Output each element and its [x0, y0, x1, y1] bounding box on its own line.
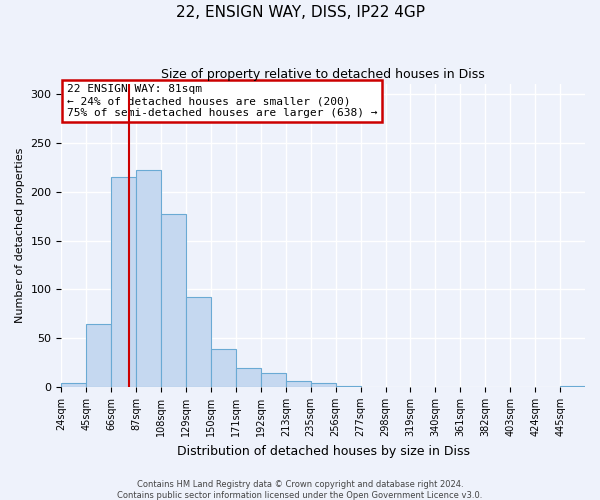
Y-axis label: Number of detached properties: Number of detached properties: [15, 148, 25, 324]
Bar: [111, 177, 136, 387]
Bar: [211, 349, 236, 387]
Text: 22 ENSIGN WAY: 81sqm
← 24% of detached houses are smaller (200)
75% of semi-deta: 22 ENSIGN WAY: 81sqm ← 24% of detached h…: [67, 84, 377, 117]
Bar: [161, 214, 186, 387]
Bar: [61, 383, 86, 387]
Bar: [335, 386, 361, 387]
Bar: [86, 324, 111, 387]
Bar: [261, 374, 286, 387]
Bar: [560, 386, 585, 387]
Bar: [286, 381, 311, 387]
Bar: [311, 383, 335, 387]
X-axis label: Distribution of detached houses by size in Diss: Distribution of detached houses by size …: [177, 444, 470, 458]
Text: 22, ENSIGN WAY, DISS, IP22 4GP: 22, ENSIGN WAY, DISS, IP22 4GP: [176, 5, 425, 20]
Bar: [186, 297, 211, 387]
Title: Size of property relative to detached houses in Diss: Size of property relative to detached ho…: [161, 68, 485, 80]
Bar: [136, 170, 161, 387]
Bar: [236, 368, 261, 387]
Text: Contains HM Land Registry data © Crown copyright and database right 2024.
Contai: Contains HM Land Registry data © Crown c…: [118, 480, 482, 500]
